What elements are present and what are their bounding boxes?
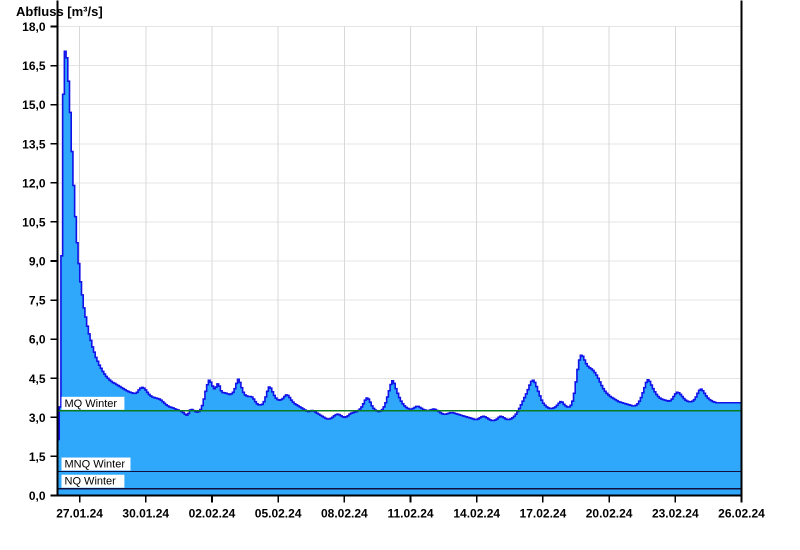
y-axis-tick-label: 12,0 bbox=[22, 176, 46, 190]
y-axis-tick-label: 4,5 bbox=[29, 372, 46, 386]
threshold-label-bg-mq-winter bbox=[61, 396, 125, 410]
x-axis-tick-label: 11.02.24 bbox=[388, 507, 434, 521]
x-axis-tick-label: 20.02.24 bbox=[586, 507, 633, 521]
y-axis-title: Abfluss [m³/s] bbox=[16, 4, 103, 19]
x-axis-tick-label: 30.01.24 bbox=[122, 507, 169, 521]
discharge-line bbox=[57, 50, 742, 441]
x-axis-tick-label: 02.02.24 bbox=[189, 507, 236, 521]
y-axis-tick-label: 1,5 bbox=[29, 450, 46, 464]
x-axis-tick-label: 27.01.24 bbox=[56, 507, 103, 521]
threshold-label-mnq-winter: MNQ Winter bbox=[65, 459, 126, 471]
x-axis-tick-label: 08.02.24 bbox=[321, 507, 368, 521]
threshold-label-mq-winter: MQ Winter bbox=[65, 398, 118, 410]
threshold-label-bg-mnq-winter bbox=[61, 457, 131, 471]
y-axis-tick-label: 13,5 bbox=[22, 137, 46, 151]
x-axis-tick-label: 14.02.24 bbox=[453, 507, 500, 521]
x-axis-tick-label: 26.02.24 bbox=[718, 507, 765, 521]
y-axis-tick-label: 7,5 bbox=[29, 294, 46, 308]
x-axis-tick-label: 17.02.24 bbox=[520, 507, 567, 521]
y-axis-tick-label: 3,0 bbox=[29, 411, 46, 425]
y-axis-tick-label: 15,0 bbox=[22, 98, 46, 112]
threshold-label-nq-winter: NQ Winter bbox=[65, 476, 117, 488]
threshold-label-bg-nq-winter bbox=[61, 474, 125, 488]
y-axis-tick-label: 6,0 bbox=[29, 333, 46, 347]
x-axis-tick-label: 23.02.24 bbox=[652, 507, 699, 521]
y-axis-tick-label: 10,5 bbox=[22, 215, 46, 229]
discharge-area bbox=[57, 51, 742, 496]
x-axis-tick-label: 05.02.24 bbox=[255, 507, 302, 521]
y-axis-tick-label: 9,0 bbox=[29, 255, 46, 269]
y-axis-tick-label: 18,0 bbox=[22, 20, 46, 34]
y-axis-tick-label: 0,0 bbox=[29, 489, 46, 503]
y-axis-tick-label: 16,5 bbox=[22, 59, 46, 73]
